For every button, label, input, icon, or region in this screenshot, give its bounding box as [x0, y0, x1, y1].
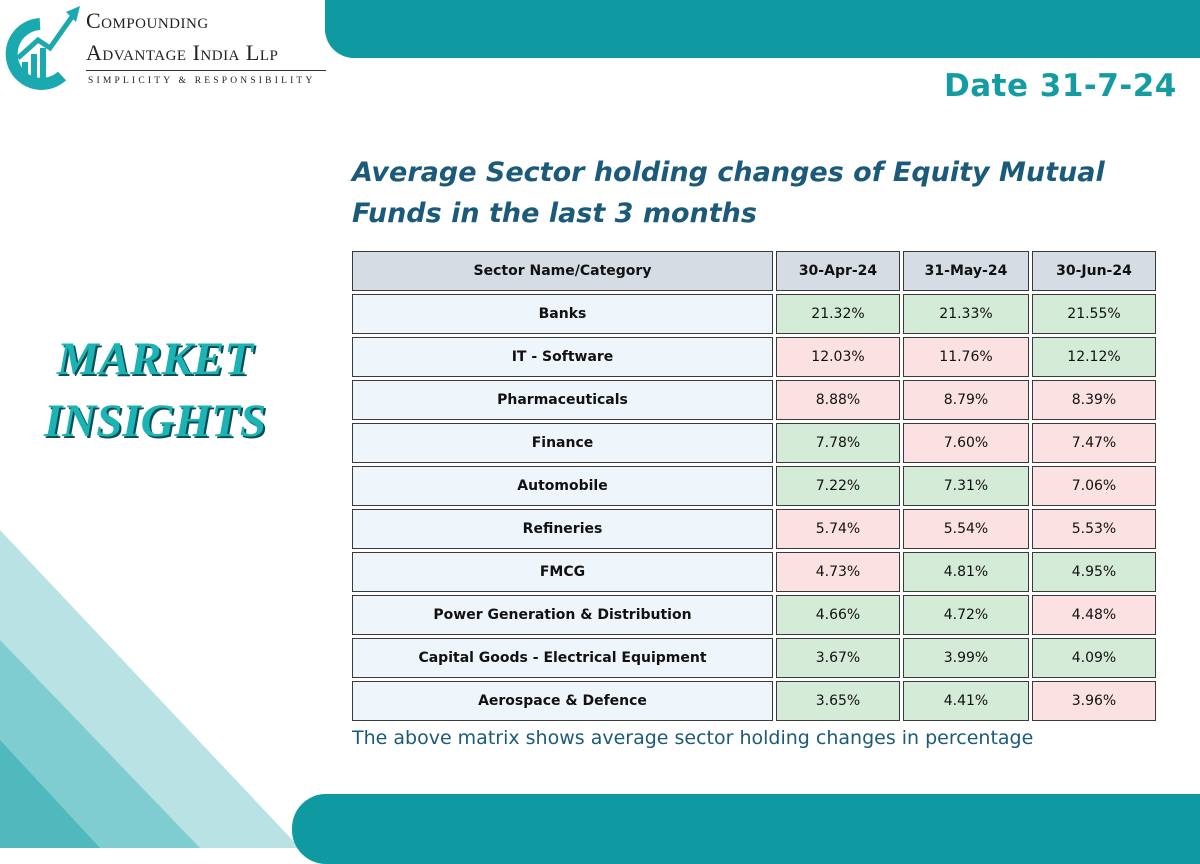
- table-cell-value: 8.39%: [1032, 380, 1156, 420]
- company-logo: Compounding Advantage India Llp SIMPLICI…: [0, 4, 330, 94]
- table-cell-value: 11.76%: [903, 337, 1029, 377]
- brand-tagline: SIMPLICITY & RESPONSIBILITY: [88, 76, 316, 86]
- header-sector: Sector Name/Category: [352, 251, 773, 291]
- table-cell-value: 5.74%: [776, 509, 900, 549]
- table-cell-value: 4.95%: [1032, 552, 1156, 592]
- table-row-sector: Pharmaceuticals: [352, 380, 773, 420]
- table-cell-value: 7.06%: [1032, 466, 1156, 506]
- table-cell-value: 3.96%: [1032, 681, 1156, 721]
- table-cell-value: 21.32%: [776, 294, 900, 334]
- date-label: Date 31-7-24: [944, 68, 1177, 104]
- header-date: 30-Apr-24: [776, 251, 900, 291]
- table-cell-value: 4.09%: [1032, 638, 1156, 678]
- table-row-sector: Banks: [352, 294, 773, 334]
- logo-chart-icon: [5, 6, 80, 90]
- table-cell-value: 7.60%: [903, 423, 1029, 463]
- table-row-sector: Capital Goods - Electrical Equipment: [352, 638, 773, 678]
- page-title: Average Sector holding changes of Equity…: [352, 157, 1105, 229]
- header-bar: [325, 0, 1200, 58]
- table-cell-value: 4.48%: [1032, 595, 1156, 635]
- table-cell-value: 5.54%: [903, 509, 1029, 549]
- table-cell-value: 5.53%: [1032, 509, 1156, 549]
- table-row-sector: Power Generation & Distribution: [352, 595, 773, 635]
- table-row-sector: Aerospace & Defence: [352, 681, 773, 721]
- table-row-sector: Refineries: [352, 509, 773, 549]
- table-cell-value: 3.67%: [776, 638, 900, 678]
- table-cell-value: 4.66%: [776, 595, 900, 635]
- table-cell-value: 3.99%: [903, 638, 1029, 678]
- table-cell-value: 7.22%: [776, 466, 900, 506]
- table-cell-value: 7.47%: [1032, 423, 1156, 463]
- footnote: The above matrix shows average sector ho…: [352, 727, 1034, 749]
- table-cell-value: 4.72%: [903, 595, 1029, 635]
- table-cell-value: 4.41%: [903, 681, 1029, 721]
- logo-divider: [86, 70, 326, 71]
- table-cell-value: 4.73%: [776, 552, 900, 592]
- table-cell-value: 21.55%: [1032, 294, 1156, 334]
- footer-bar: [292, 794, 1200, 864]
- table-cell-value: 21.33%: [903, 294, 1029, 334]
- side-heading-line2: INSIGHTS: [43, 395, 266, 447]
- header-date: 30-Jun-24: [1032, 251, 1156, 291]
- brand-name-line1: Compounding: [86, 8, 209, 33]
- table-cell-value: 7.31%: [903, 466, 1029, 506]
- table-cell-value: 8.88%: [776, 380, 900, 420]
- table-cell-value: 12.12%: [1032, 337, 1156, 377]
- side-heading: MARKET INSIGHTS: [20, 328, 290, 452]
- table-row-sector: Automobile: [352, 466, 773, 506]
- table-cell-value: 4.81%: [903, 552, 1029, 592]
- table-row-sector: FMCG: [352, 552, 773, 592]
- table-cell-value: 3.65%: [776, 681, 900, 721]
- table-cell-value: 7.78%: [776, 423, 900, 463]
- header-date: 31-May-24: [903, 251, 1029, 291]
- brand-name-line2: Advantage India Llp: [86, 40, 279, 65]
- table-row-sector: Finance: [352, 423, 773, 463]
- table-cell-value: 12.03%: [776, 337, 900, 377]
- table-cell-value: 8.79%: [903, 380, 1029, 420]
- table-row-sector: IT - Software: [352, 337, 773, 377]
- side-heading-line1: MARKET: [57, 333, 253, 385]
